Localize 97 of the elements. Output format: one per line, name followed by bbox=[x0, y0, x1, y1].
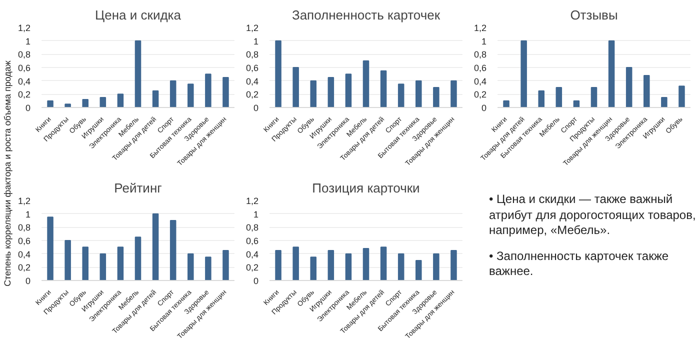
y-tick-label: 0,8 bbox=[246, 50, 259, 60]
y-tick-label: 1 bbox=[25, 209, 31, 220]
bar bbox=[328, 250, 334, 280]
bar bbox=[170, 80, 176, 108]
y-tick-label: 1 bbox=[253, 209, 259, 220]
bar bbox=[626, 67, 632, 108]
y-tick-label: 1,2 bbox=[246, 196, 259, 206]
bar bbox=[380, 70, 387, 108]
bar bbox=[678, 86, 685, 108]
y-tick-label: 0,4 bbox=[18, 76, 31, 86]
bar bbox=[152, 90, 159, 108]
chart-title: Позиция карточки bbox=[312, 180, 420, 196]
bar bbox=[47, 216, 54, 280]
y-tick-label: 0,2 bbox=[246, 90, 259, 100]
bar bbox=[538, 90, 544, 108]
bar bbox=[345, 253, 352, 280]
y-tick-label: 0 bbox=[253, 276, 259, 286]
bar bbox=[64, 104, 71, 108]
y-tick-label: 0,6 bbox=[18, 63, 31, 73]
bar bbox=[292, 67, 299, 108]
y-tick-label: 0,4 bbox=[246, 76, 259, 86]
bar bbox=[362, 248, 370, 280]
bar bbox=[134, 40, 142, 108]
y-tick-label: 0,6 bbox=[18, 236, 31, 246]
bar bbox=[82, 99, 88, 108]
bar bbox=[416, 260, 422, 280]
bar bbox=[661, 97, 668, 108]
bar bbox=[608, 40, 615, 108]
y-tick-label: 1 bbox=[25, 36, 31, 46]
y-tick-label: 0 bbox=[481, 103, 487, 113]
bar bbox=[503, 100, 510, 108]
chart-title: Цена и скидка bbox=[95, 8, 182, 22]
text: • Цена и скидки — также важный атрибут для дорогостоящих товаров, например, «Мебель». bbox=[489, 192, 697, 239]
bar bbox=[205, 74, 212, 108]
bar bbox=[292, 246, 299, 280]
y-tick-label: 0,6 bbox=[474, 63, 487, 73]
chart-title: Заполненность карточек bbox=[292, 8, 440, 22]
y-tick-label: 0 bbox=[25, 103, 31, 113]
text: • Заполненность карточек также важнее. bbox=[489, 248, 670, 280]
bar bbox=[188, 253, 194, 280]
bar bbox=[82, 246, 88, 280]
y-tick-label: 1 bbox=[481, 36, 487, 46]
bar bbox=[310, 80, 316, 108]
y-tick-label: 0,2 bbox=[18, 262, 31, 273]
bar bbox=[450, 80, 457, 108]
bar bbox=[398, 253, 404, 280]
bar bbox=[170, 220, 176, 280]
bar bbox=[520, 40, 527, 108]
y-tick-label: 0,8 bbox=[246, 222, 259, 233]
bar bbox=[100, 253, 106, 280]
y-tick-label: 1,2 bbox=[18, 196, 31, 206]
y-tick-label: 1,2 bbox=[474, 23, 487, 33]
bar bbox=[188, 84, 194, 108]
bar bbox=[328, 77, 334, 108]
bar bbox=[345, 74, 352, 108]
y-tick-label: 0,4 bbox=[246, 249, 259, 260]
bar bbox=[117, 246, 124, 280]
y-tick-label: 1,2 bbox=[246, 23, 259, 33]
y-tick-label: 0,8 bbox=[474, 50, 487, 60]
y-tick-label: 0,4 bbox=[18, 249, 31, 260]
bar bbox=[134, 236, 142, 280]
bar bbox=[100, 97, 106, 108]
bar bbox=[433, 87, 440, 108]
bar bbox=[380, 246, 387, 280]
chart-title: Рейтинг bbox=[114, 180, 162, 196]
bar bbox=[450, 250, 457, 280]
bar bbox=[398, 84, 404, 108]
y-axis-title: Степень корреляции фактора и роста объема продаж bbox=[2, 60, 12, 286]
bar bbox=[275, 250, 282, 280]
y-tick-label: 0,2 bbox=[474, 90, 487, 100]
bar bbox=[47, 100, 54, 108]
y-tick-label: 1 bbox=[253, 36, 259, 46]
chart-title: Отзывы bbox=[570, 8, 618, 22]
y-tick-label: 0,8 bbox=[18, 50, 31, 60]
bar bbox=[152, 213, 159, 280]
bar bbox=[433, 253, 440, 280]
y-tick-label: 0,6 bbox=[246, 63, 259, 73]
y-tick-label: 0,6 bbox=[246, 236, 259, 246]
bar bbox=[362, 60, 370, 108]
bar bbox=[416, 80, 422, 108]
bar bbox=[64, 240, 71, 280]
bar bbox=[222, 250, 229, 280]
y-tick-label: 0 bbox=[25, 276, 31, 286]
bar bbox=[556, 87, 562, 108]
bar bbox=[222, 77, 229, 108]
bar bbox=[310, 256, 316, 280]
bar bbox=[275, 40, 282, 108]
bar bbox=[590, 87, 598, 108]
y-tick-label: 0,2 bbox=[18, 90, 31, 100]
y-tick-label: 0,8 bbox=[18, 222, 31, 233]
y-tick-label: 0,4 bbox=[474, 76, 487, 86]
y-tick-label: 0,2 bbox=[246, 262, 259, 273]
bar bbox=[644, 75, 650, 108]
y-tick-label: 0 bbox=[253, 103, 259, 113]
y-tick-label: 1,2 bbox=[18, 23, 31, 33]
bar bbox=[205, 256, 212, 280]
bar bbox=[117, 94, 124, 108]
